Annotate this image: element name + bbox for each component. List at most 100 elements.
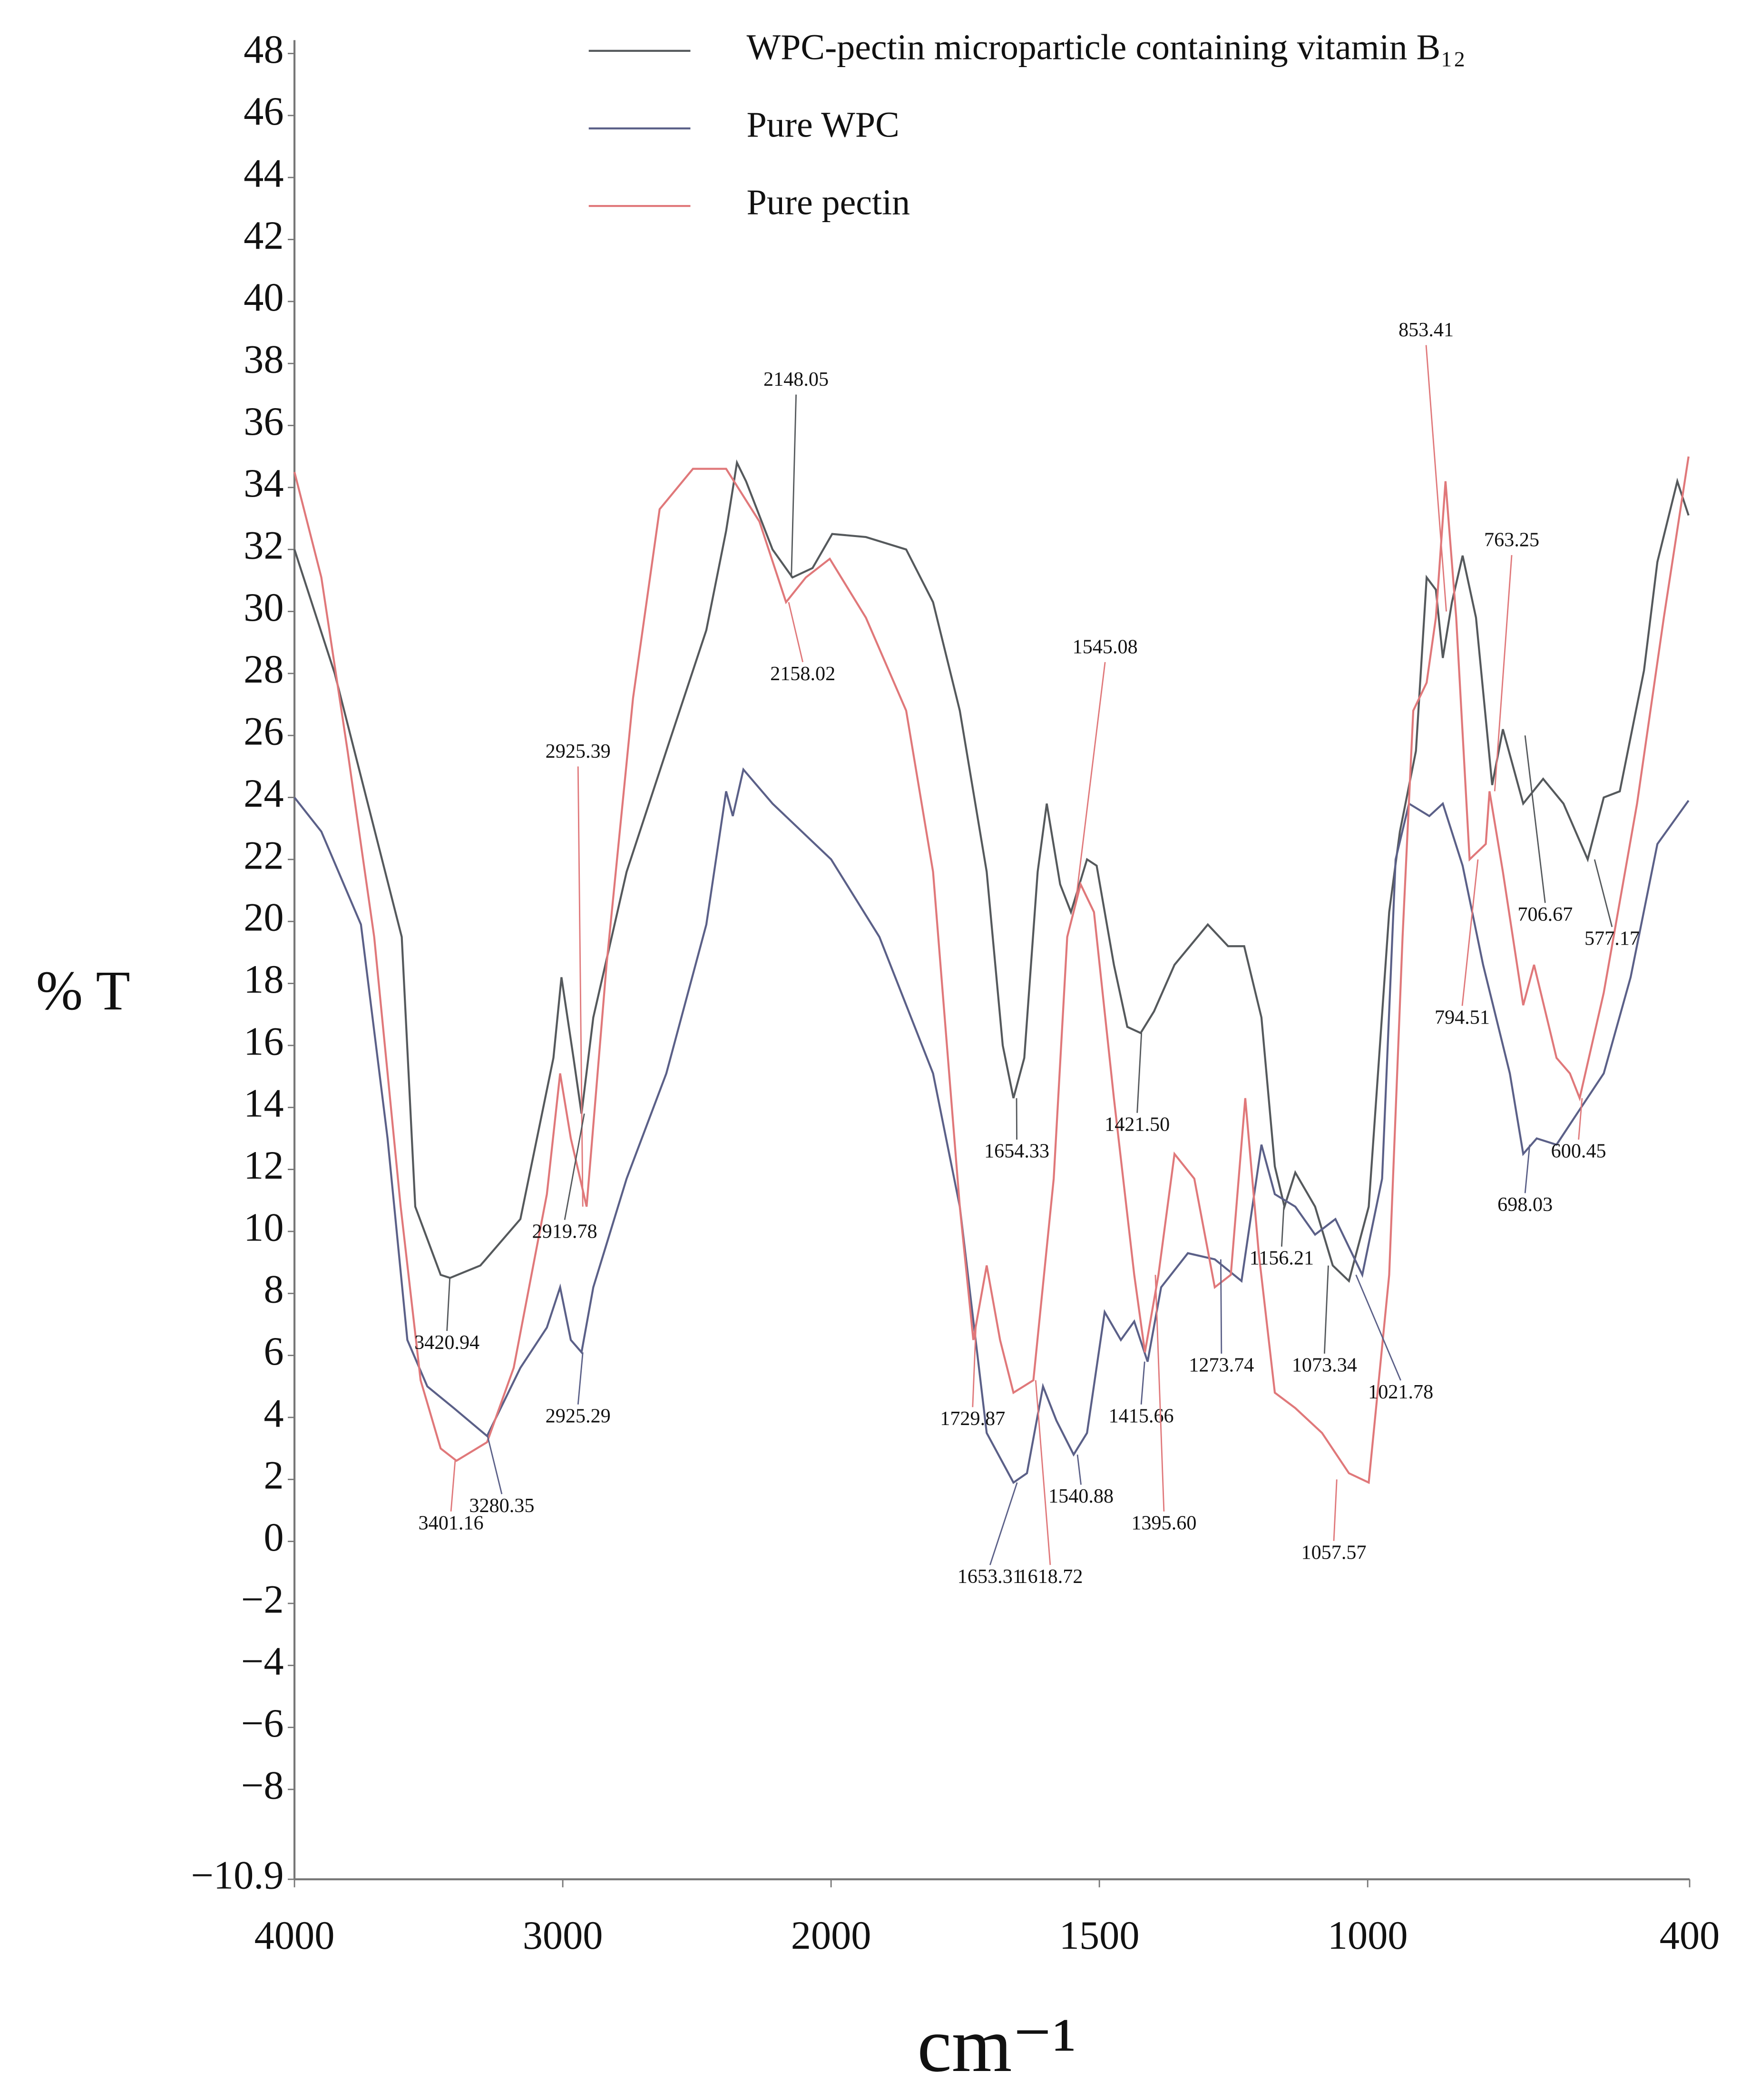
annotation-leader xyxy=(1323,1265,1329,1354)
annotation-leader xyxy=(972,1324,977,1407)
legend-label: Pure pectin xyxy=(747,182,910,222)
annotation-leader xyxy=(1136,1033,1143,1113)
annotation-label: 2919.78 xyxy=(532,1220,597,1242)
annotation-label: 763.25 xyxy=(1484,529,1539,551)
annotation-label: 1395.60 xyxy=(1131,1512,1196,1534)
series-line xyxy=(293,459,1690,1283)
annotation-label: 2925.39 xyxy=(546,740,611,762)
annotation-leader xyxy=(788,602,804,663)
annotation-label: 2158.02 xyxy=(770,663,835,685)
annotation-label: 706.67 xyxy=(1517,903,1573,926)
x-tick-label: 400 xyxy=(1660,1914,1720,1958)
annotation-label: 1021.78 xyxy=(1368,1381,1433,1403)
annotation-leader xyxy=(446,1278,451,1331)
annotation-label: 1653.31 xyxy=(958,1565,1023,1588)
annotation-leader xyxy=(577,766,584,1207)
annotation-label: 3420.94 xyxy=(414,1331,479,1354)
y-tick-label: −10.9 xyxy=(191,1853,284,1897)
y-tick-label: −6 xyxy=(241,1701,284,1746)
annotation-leader xyxy=(450,1461,456,1512)
annotation-label: 1415.66 xyxy=(1109,1405,1174,1427)
annotation-label: 600.45 xyxy=(1551,1140,1606,1162)
annotation-leader xyxy=(1074,662,1106,906)
annotation-leader xyxy=(1461,859,1479,1006)
annotation-label: 698.03 xyxy=(1497,1193,1553,1216)
annotation-label: 3401.16 xyxy=(419,1512,484,1534)
y-tick-label: 24 xyxy=(244,772,284,816)
annotation-leader xyxy=(1425,345,1447,612)
y-tick-label: 26 xyxy=(244,710,284,754)
annotation-label: 577.17 xyxy=(1584,928,1640,950)
y-tick-label: 4 xyxy=(264,1391,284,1436)
y-tick-label: 40 xyxy=(244,275,284,320)
y-tick-label: 36 xyxy=(244,400,284,444)
annotation-leader xyxy=(1076,1455,1082,1485)
y-tick-label: 28 xyxy=(244,647,284,692)
y-tick-label: −2 xyxy=(241,1577,284,1621)
y-tick-label: 42 xyxy=(244,214,284,258)
y-tick-label: 48 xyxy=(244,28,284,72)
annotation-label: 3280.35 xyxy=(469,1494,534,1517)
series-line xyxy=(293,767,1690,1485)
annotation-leader xyxy=(1524,735,1546,903)
y-tick-label: 22 xyxy=(244,833,284,878)
annotation-label: 1654.33 xyxy=(984,1140,1049,1162)
series-line xyxy=(293,456,1690,1485)
y-tick-label: 44 xyxy=(244,152,284,196)
y-tick-label: 18 xyxy=(244,957,284,1002)
annotation-label: 1545.08 xyxy=(1073,636,1138,658)
annotation-leader xyxy=(1281,1206,1285,1247)
x-tick-label: 4000 xyxy=(254,1914,335,1958)
y-axis-label: % T xyxy=(36,959,130,1022)
y-tick-label: 0 xyxy=(264,1515,284,1560)
annotation-leader xyxy=(989,1482,1018,1565)
annotation-label: 1540.88 xyxy=(1048,1485,1114,1507)
annotation-leader xyxy=(791,394,797,577)
y-tick-label: 8 xyxy=(264,1268,284,1312)
annotation-label: 1073.34 xyxy=(1292,1354,1357,1377)
y-tick-label: 32 xyxy=(244,524,284,568)
annotation-leader xyxy=(577,1352,584,1405)
annotation-label: 1421.50 xyxy=(1105,1113,1170,1135)
annotation-leader xyxy=(1333,1479,1338,1541)
annotation-leader xyxy=(487,1436,503,1494)
y-tick-label: 20 xyxy=(244,896,284,940)
x-axis-label: cm⁻¹ xyxy=(917,2002,1076,2088)
legend-label: Pure WPC xyxy=(747,105,899,145)
annotation-label: 1273.74 xyxy=(1189,1354,1254,1377)
annotation-label: 1057.57 xyxy=(1301,1541,1367,1563)
y-tick-label: −4 xyxy=(241,1640,284,1684)
x-tick-label: 3000 xyxy=(523,1914,603,1958)
annotation-label: 2148.05 xyxy=(763,368,829,391)
annotation-label: 853.41 xyxy=(1398,319,1454,341)
y-tick-label: 2 xyxy=(264,1454,284,1498)
y-tick-label: −8 xyxy=(241,1763,284,1807)
annotation-leader xyxy=(564,1113,585,1220)
y-tick-label: 16 xyxy=(244,1019,284,1064)
x-tick-label: 2000 xyxy=(791,1914,871,1958)
y-tick-label: 6 xyxy=(264,1329,284,1374)
y-tick-label: 38 xyxy=(244,338,284,382)
y-tick-label: 12 xyxy=(244,1143,284,1188)
annotation-leader xyxy=(1524,1144,1531,1193)
y-tick-label: 30 xyxy=(244,586,284,630)
annotation-label: 1618.72 xyxy=(1017,1565,1083,1588)
annotation-label: 794.51 xyxy=(1435,1006,1490,1029)
x-tick-label: 1500 xyxy=(1059,1914,1140,1958)
legend-label: WPC-pectin microparticle containing vita… xyxy=(747,27,1466,67)
y-tick-label: 10 xyxy=(244,1205,284,1250)
y-tick-label: 46 xyxy=(244,89,284,134)
annotation-leader xyxy=(1035,1380,1051,1565)
annotation-leader xyxy=(1355,1274,1401,1381)
x-tick-label: 1000 xyxy=(1328,1914,1408,1958)
annotation-leader xyxy=(1154,1275,1165,1512)
annotation-leader xyxy=(1494,555,1513,791)
annotation-label: 1156.21 xyxy=(1250,1247,1314,1270)
y-tick-label: 14 xyxy=(244,1082,284,1126)
annotation-leader xyxy=(1594,859,1613,928)
annotation-label: 2925.29 xyxy=(546,1405,611,1427)
annotation-leader xyxy=(1578,1098,1583,1140)
annotation-label: 1729.87 xyxy=(940,1407,1005,1430)
annotation-leader xyxy=(1140,1361,1145,1405)
